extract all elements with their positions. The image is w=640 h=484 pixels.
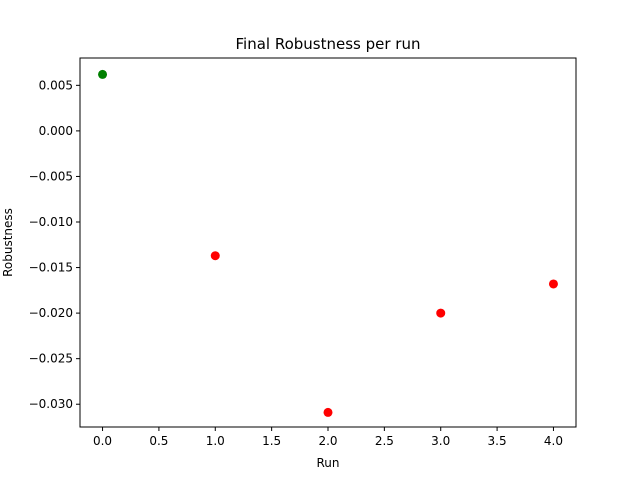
y-tick-label: −0.010 [29,215,73,229]
data-point-run-0 [98,69,108,79]
data-point-run-2 [323,407,333,417]
y-tick-label: −0.015 [29,261,73,275]
y-axis-ticks: 0.005 0.000 −0.005 −0.010 −0.015 −0.020 −0.025… [29,78,80,411]
x-tick-label: 1.5 [262,434,281,448]
chart-title: Final Robustness per run [236,35,421,53]
y-tick-label: 0.005 [39,78,73,92]
x-tick-label: 4.0 [544,434,563,448]
data-points [98,69,558,417]
y-axis-label: Robustness [1,208,15,277]
data-point-run-4 [548,279,558,289]
x-tick-label: 2.0 [318,434,337,448]
y-tick-label: −0.020 [29,306,73,320]
data-point-run-1 [210,251,220,261]
y-tick-label: 0.000 [39,124,73,138]
data-point-run-3 [436,308,446,318]
x-tick-label: 2.5 [375,434,394,448]
x-tick-label: 0.0 [93,434,112,448]
x-tick-label: 3.0 [431,434,450,448]
x-axis-label: Run [316,456,339,470]
x-axis-ticks: 0.0 0.5 1.0 1.5 2.0 2.5 3.0 3.5 4.0 [93,427,563,448]
x-tick-label: 1.0 [206,434,225,448]
y-tick-label: −0.030 [29,397,73,411]
x-tick-label: 0.5 [149,434,168,448]
y-tick-label: −0.005 [29,169,73,183]
x-tick-label: 3.5 [488,434,507,448]
y-tick-label: −0.025 [29,352,73,366]
